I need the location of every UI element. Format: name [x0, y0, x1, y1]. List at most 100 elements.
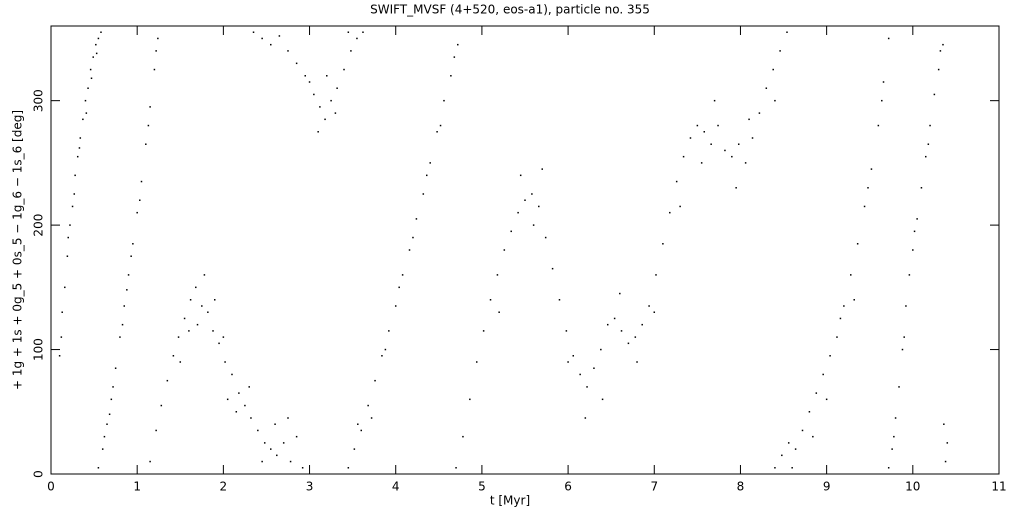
point — [498, 311, 500, 313]
point — [908, 274, 911, 276]
point — [213, 299, 216, 301]
point — [469, 398, 471, 401]
point — [139, 199, 141, 201]
point — [808, 411, 811, 413]
point — [347, 467, 350, 469]
point — [541, 168, 543, 170]
point — [79, 137, 82, 139]
point — [836, 336, 838, 338]
point — [360, 429, 363, 432]
point — [313, 93, 315, 96]
point — [774, 99, 776, 102]
point — [398, 286, 400, 289]
point — [74, 174, 76, 177]
point — [443, 99, 445, 102]
point — [207, 311, 209, 313]
x-tick-label: 9 — [823, 480, 831, 494]
point — [675, 180, 678, 183]
x-tick-label: 6 — [564, 480, 572, 494]
point — [829, 355, 831, 357]
point — [894, 417, 897, 419]
point — [140, 180, 143, 183]
point — [160, 404, 163, 407]
point — [579, 373, 581, 376]
point — [924, 155, 927, 158]
point — [263, 442, 266, 444]
point — [276, 454, 278, 457]
point — [551, 267, 554, 270]
point — [324, 118, 326, 121]
point — [913, 230, 916, 233]
point — [920, 187, 923, 189]
point — [226, 398, 229, 401]
point — [748, 118, 750, 121]
point — [772, 68, 774, 71]
point — [898, 386, 900, 388]
point — [330, 99, 332, 102]
x-tick-label: 10 — [905, 480, 920, 494]
point — [231, 373, 233, 376]
y-tick-label: 200 — [32, 214, 46, 237]
point — [613, 317, 616, 320]
point — [408, 249, 411, 251]
point — [97, 467, 100, 469]
point — [653, 311, 656, 313]
point — [250, 417, 252, 419]
point — [901, 348, 904, 351]
point — [544, 236, 547, 239]
point — [374, 379, 376, 382]
point — [905, 305, 907, 307]
point — [270, 43, 272, 46]
point — [429, 162, 431, 164]
point — [765, 87, 768, 89]
point — [735, 187, 737, 189]
point — [426, 174, 428, 177]
x-tick-label: 8 — [737, 480, 745, 494]
point — [943, 423, 945, 425]
point — [179, 361, 182, 363]
point — [462, 435, 464, 438]
x-tick-label: 5 — [478, 480, 486, 494]
point — [132, 243, 134, 245]
point — [282, 442, 285, 444]
point — [916, 218, 918, 220]
point — [97, 37, 100, 40]
point — [436, 131, 438, 133]
point — [177, 336, 180, 338]
point — [362, 31, 364, 33]
point — [356, 37, 358, 40]
point — [794, 448, 797, 450]
point — [353, 448, 356, 450]
point — [669, 211, 671, 214]
point — [166, 379, 169, 382]
point — [304, 75, 306, 77]
point — [157, 37, 159, 40]
point — [183, 317, 186, 320]
point — [67, 236, 69, 239]
point — [114, 367, 117, 369]
point — [786, 31, 788, 33]
point — [357, 423, 359, 425]
point — [71, 205, 74, 208]
point — [636, 361, 638, 363]
point — [367, 404, 369, 407]
point — [350, 50, 352, 52]
point — [127, 274, 130, 276]
point — [153, 68, 156, 71]
point — [929, 124, 931, 127]
point — [76, 155, 79, 158]
x-tick-label: 4 — [392, 480, 400, 494]
point — [744, 162, 747, 164]
point — [593, 367, 595, 369]
point — [634, 336, 637, 338]
point — [95, 52, 98, 55]
point — [606, 323, 609, 326]
point — [401, 274, 404, 276]
x-tick-label: 2 — [220, 480, 228, 494]
point — [189, 299, 192, 301]
point — [450, 75, 452, 77]
point — [620, 330, 623, 332]
point — [261, 460, 263, 463]
point — [110, 398, 113, 401]
point — [648, 305, 650, 307]
